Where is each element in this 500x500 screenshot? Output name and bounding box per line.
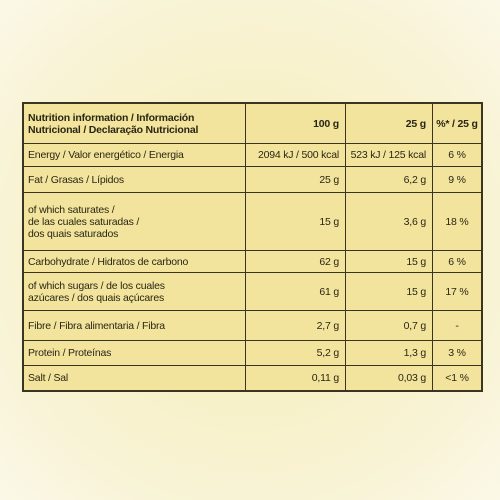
cell-text: de las cuales saturadas / [28,215,140,228]
table-cell: Fat / Grasas / Lípidos [24,167,246,193]
table-cell: - [433,311,481,341]
cell-text: 25 g [405,117,426,130]
header-cell: Nutrition information / Información Nutri… [24,104,246,144]
cell-text: 15 g [319,215,339,228]
cell-text: Energy / Valor energético / Energia [28,149,184,161]
cell-text: 0,11 g [311,372,339,384]
table-cell: 2,7 g [246,311,346,341]
table-cell: 18 % [433,193,481,251]
cell-text: - [455,319,459,332]
cell-text: 0,03 g [398,372,426,384]
cell-text: 523 kJ / 125 kcal [350,149,427,161]
cell-text: 2,7 g [316,319,340,332]
cell-text: 5,2 g [316,347,340,359]
table-cell: 0,11 g [246,366,346,390]
cell-text: 6 % [448,149,466,161]
cell-text: Nutricional / Declaração Nutricional [28,123,199,136]
cell-text: 15 g [406,255,426,268]
cell-text: 17 % [445,285,469,298]
table-cell: 61 g [246,273,346,311]
table-cell: <1 % [433,366,481,390]
cell-text: 61 g [319,285,339,298]
table-cell: 62 g [246,251,346,273]
cell-text: 25 g [319,173,339,186]
cell-text: Protein / Proteínas [28,347,112,359]
cell-text: 6 % [448,255,466,268]
cell-text: 2094 kJ / 500 kcal [257,149,339,161]
table-cell: 25 g [246,167,346,193]
table-cell: 3,6 g [346,193,433,251]
cell-text: Fibre / Fibra alimentaria / Fibra [28,319,165,332]
cell-text: of which sugars / de los cuales [28,279,165,292]
table-cell: 6 % [433,144,481,167]
table-cell: 523 kJ / 125 kcal [346,144,433,167]
header-cell: %* / 25 g [433,104,481,144]
table-cell: 15 g [246,193,346,251]
table-cell: 15 g [346,251,433,273]
table-cell: 0,03 g [346,366,433,390]
cell-text: 1,3 g [403,347,427,359]
table-cell: 2094 kJ / 500 kcal [246,144,346,167]
cell-text: dos quais saturados [28,227,119,240]
table-cell: of which sugars / de los cuales azúcares … [24,273,246,311]
cell-text: <1 % [445,372,469,384]
header-cell: 25 g [346,104,433,144]
table-cell: 15 g [346,273,433,311]
cell-text: 18 % [445,215,469,228]
cell-text: Salt / Sal [28,372,69,384]
cell-text: Fat / Grasas / Lípidos [28,173,124,186]
cell-text: 6,2 g [403,173,427,186]
table-cell: 9 % [433,167,481,193]
header-cell: 100 g [246,104,346,144]
cell-text: Nutrition information / Información [28,111,195,124]
cell-text: of which saturates / [28,203,115,216]
table-cell: Fibre / Fibra alimentaria / Fibra [24,311,246,341]
table-cell: 3 % [433,341,481,366]
cell-text: 3 % [448,347,466,359]
cell-text: Carbohydrate / Hidratos de carbono [28,255,189,268]
cell-text: 62 g [319,255,339,268]
table-cell: Energy / Valor energético / Energia [24,144,246,167]
cell-text: %* / 25 g [436,117,478,130]
table-cell: 1,3 g [346,341,433,366]
cell-text: 0,7 g [403,319,427,332]
nutrition-table: Nutrition information / Información Nutri… [22,102,483,392]
cell-text: azúcares / dos quais açúcares [28,291,165,304]
cell-text: 3,6 g [403,215,427,228]
cell-text: 100 g [313,117,339,130]
table-cell: Carbohydrate / Hidratos de carbono [24,251,246,273]
table-cell: 17 % [433,273,481,311]
table-cell: 6,2 g [346,167,433,193]
table-cell: of which saturates / de las cuales satura… [24,193,246,251]
table-cell: 0,7 g [346,311,433,341]
cell-text: 9 % [448,173,466,186]
table-cell: Protein / Proteínas [24,341,246,366]
cell-text: 15 g [406,285,426,298]
table-cell: Salt / Sal [24,366,246,390]
table-cell: 5,2 g [246,341,346,366]
table-cell: 6 % [433,251,481,273]
